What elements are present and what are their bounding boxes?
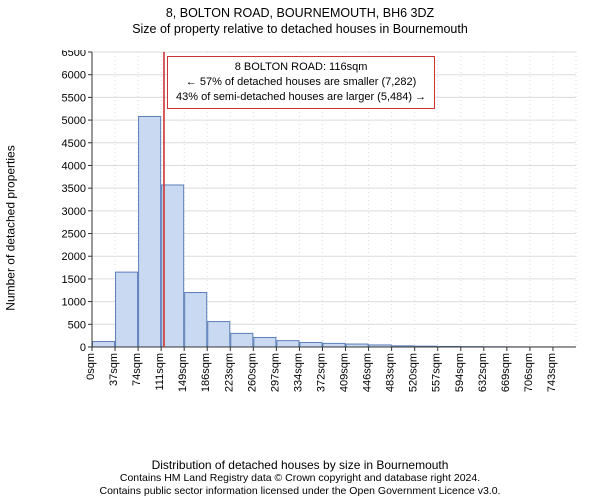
x-tick-label: 372sqm (315, 353, 327, 392)
bar (93, 342, 115, 347)
y-tick-label: 500 (68, 319, 86, 331)
y-tick-label: 3500 (62, 183, 86, 195)
x-tick-label: 149sqm (177, 353, 189, 392)
x-tick-label: 557sqm (431, 353, 443, 392)
x-tick-label: 446sqm (362, 353, 374, 392)
x-tick-label: 520sqm (408, 353, 420, 392)
x-axis-label: Distribution of detached houses by size … (0, 458, 600, 472)
x-tick-label: 334sqm (292, 353, 304, 392)
x-tick-label: 409sqm (339, 353, 351, 392)
x-tick-label: 706sqm (523, 353, 535, 392)
x-tick-label: 223sqm (223, 353, 235, 392)
annotation-box: 8 BOLTON ROAD: 116sqm ← 57% of detached … (167, 56, 435, 109)
bar (323, 343, 345, 347)
bar (277, 341, 299, 347)
x-tick-label: 594sqm (454, 353, 466, 392)
bar (185, 293, 207, 347)
attribution: Contains HM Land Registry data © Crown c… (0, 472, 600, 498)
y-tick-label: 4000 (62, 160, 86, 172)
title-line1: 8, BOLTON ROAD, BOURNEMOUTH, BH6 3DZ (0, 6, 600, 20)
bar (254, 337, 276, 347)
bar (116, 272, 138, 347)
x-tick-label: 632sqm (477, 353, 489, 392)
y-tick-label: 4500 (62, 138, 86, 150)
bar (208, 322, 230, 347)
x-tick-label: 186sqm (200, 353, 212, 392)
bar (139, 116, 161, 347)
x-tick-label: 743sqm (546, 353, 558, 392)
x-tick-label: 297sqm (269, 353, 281, 392)
x-tick-label: 483sqm (385, 353, 397, 392)
y-tick-label: 3000 (62, 206, 86, 218)
x-tick-label: 0sqm (85, 353, 97, 380)
x-tick-label: 669sqm (500, 353, 512, 392)
x-tick-label: 260sqm (246, 353, 258, 392)
chart-area: 0 500 1000 1500 2000 2500 3000 3500 4000 4500 5000… (60, 50, 580, 405)
y-tick-label: 1000 (62, 297, 86, 309)
y-tick-label: 0 (80, 342, 86, 354)
y-tick-label: 5000 (62, 115, 86, 127)
annot-line2: ← 57% of detached houses are smaller (7,… (176, 75, 426, 90)
bar (231, 333, 253, 347)
y-axis-label: Number of detached properties (4, 50, 18, 405)
y-tick-label: 2500 (62, 229, 86, 241)
bar (300, 342, 322, 347)
y-tick-label: 6000 (62, 70, 86, 82)
chart-title: 8, BOLTON ROAD, BOURNEMOUTH, BH6 3DZ Siz… (0, 6, 600, 36)
y-tick-label: 6500 (62, 50, 86, 59)
annot-line3: 43% of semi-detached houses are larger (… (176, 90, 426, 105)
bar (162, 185, 184, 347)
y-tick-label: 5500 (62, 92, 86, 104)
x-tick-label: 74sqm (131, 353, 143, 386)
attribution-line1: Contains HM Land Registry data © Crown c… (0, 472, 600, 485)
annot-line1: 8 BOLTON ROAD: 116sqm (176, 60, 426, 75)
x-tick-label: 111sqm (154, 353, 166, 391)
title-line2: Size of property relative to detached ho… (0, 22, 600, 36)
y-tick-label: 1500 (62, 274, 86, 286)
x-tick-label: 37sqm (108, 353, 120, 386)
attribution-line2: Contains public sector information licen… (0, 485, 600, 498)
y-tick-label: 2000 (62, 251, 86, 263)
